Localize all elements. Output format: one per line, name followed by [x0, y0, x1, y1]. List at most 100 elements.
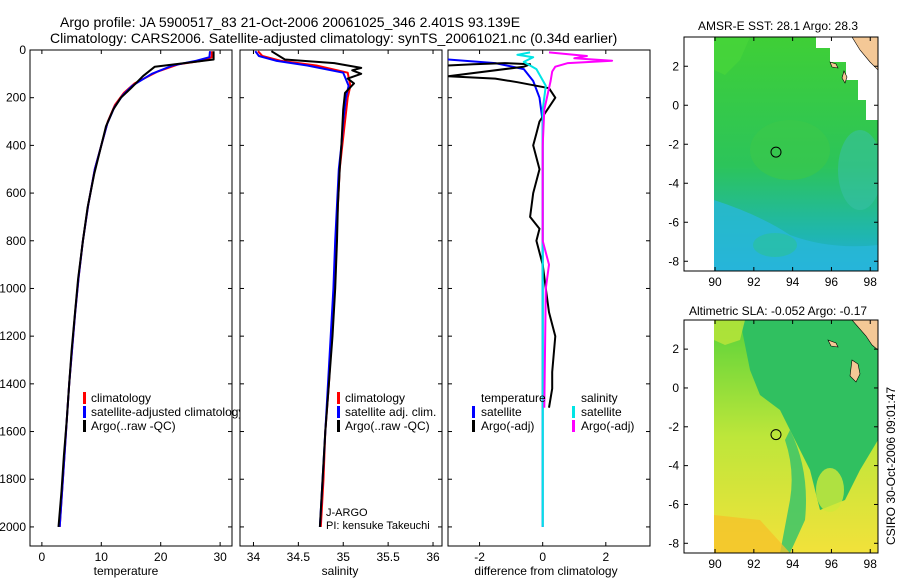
- map-y-tick-label: -2: [668, 137, 679, 151]
- map-x-tick-label: 94: [786, 557, 800, 571]
- difference-x-axis-ticks: -2 0 2: [474, 50, 609, 564]
- series-line: [448, 62, 557, 408]
- sla-low-tongue: [740, 320, 878, 510]
- program-annotation: J-ARGO: [326, 507, 368, 519]
- argo-float-marker: [770, 429, 782, 441]
- argo-float-marker: [770, 146, 782, 158]
- legend-label-temperature-satellite: satellite: [481, 405, 522, 419]
- difference-panel: -2 0 2 difference from climatology tempera…: [447, 49, 651, 578]
- sla-map-ticks: 90 92 94 96 98 2 0 -2 -4 -6 -8: [668, 320, 878, 571]
- temperature-panel: 0 200 400 600 800 1000 1200 1400 1600 1800 2000 0 1…: [0, 43, 244, 578]
- y-tick-label: 1200: [0, 329, 26, 343]
- island: [829, 61, 839, 69]
- series-line: [541, 51, 614, 408]
- salinity-panel: 34 34.5 35 35.5 36 salinity climatology sate…: [239, 49, 443, 578]
- side-credit-label: CSIRO 30-Oct-2006 09:01:47: [884, 387, 898, 545]
- sla-high-patch: [816, 468, 844, 512]
- map-y-tick-label: 0: [672, 381, 679, 395]
- map-x-tick-label: 96: [825, 557, 839, 571]
- sla-map-panel: Altimetric SLA: -0.052 Argo: -0.17 90 92 9…: [668, 304, 879, 571]
- sst-mid-patch: [750, 120, 830, 180]
- y-tick-label: 2000: [0, 520, 26, 534]
- x-tick-label: 36: [426, 550, 440, 564]
- legend-swatch-satellite-adjusted: [83, 406, 86, 418]
- legend-label-argo: Argo(..raw -QC): [91, 419, 176, 433]
- salinity-profile-lines: [254, 50, 363, 527]
- map-x-tick-label: 90: [708, 557, 722, 571]
- difference-x-axis-label: difference from climatology: [474, 564, 617, 578]
- sla-high-patch-south: [714, 515, 790, 553]
- legend-label-argo: Argo(..raw -QC): [345, 419, 430, 433]
- temperature-x-axis-ticks: 0 10 20 30: [39, 50, 227, 564]
- sst-map-field: [714, 37, 878, 271]
- sst-map-panel: AMSR-E SST: 28.1 Argo: 28.3 90 92 94 96 98 2 0…: [668, 19, 879, 289]
- island: [849, 359, 861, 383]
- legend-label-salinity-argo: Argo(-adj): [581, 419, 634, 433]
- sst-cool-patch-south: [714, 200, 878, 271]
- y-tick-label: 1800: [0, 472, 26, 486]
- sla-map-frame: [683, 319, 879, 554]
- figure-title-line2: Climatology: CARS2006. Satellite-adjuste…: [50, 30, 617, 46]
- difference-profile-lines: [448, 51, 614, 527]
- y-tick-label: 1400: [0, 377, 26, 391]
- map-y-tick-label: 0: [672, 98, 679, 112]
- salinity-plot-frame: [239, 49, 443, 547]
- map-x-tick-label: 92: [747, 275, 761, 289]
- legend-swatch-salinity-satellite: [572, 406, 575, 418]
- map-y-tick-label: 2: [672, 59, 679, 73]
- y-tick-label: 800: [6, 234, 26, 248]
- sla-map-title: Altimetric SLA: -0.052 Argo: -0.17: [689, 304, 867, 318]
- depth-axis-ticks: 0 200 400 600 800 1000 1200 1400 1600 1800 2000: [0, 43, 232, 534]
- legend-header-temperature: temperature: [481, 391, 546, 405]
- map-x-tick-label: 98: [864, 275, 878, 289]
- legend-swatch-argo: [337, 420, 340, 432]
- y-tick-label: 1600: [0, 425, 26, 439]
- map-x-tick-label: 98: [864, 557, 878, 571]
- map-y-tick-label: -6: [668, 215, 679, 229]
- x-tick-label: 30: [213, 550, 227, 564]
- sst-map-title: AMSR-E SST: 28.1 Argo: 28.3: [698, 19, 858, 33]
- x-tick-label: 20: [154, 550, 168, 564]
- sst-land-mask: [816, 37, 878, 120]
- map-y-tick-label: -4: [668, 459, 679, 473]
- x-tick-label: 34: [247, 550, 261, 564]
- sst-warm-patch: [714, 37, 750, 75]
- x-tick-label: 10: [95, 550, 109, 564]
- legend-swatch-temperature-satellite: [472, 406, 475, 418]
- legend-swatch-temperature-argo: [472, 420, 475, 432]
- legend-swatch-argo: [83, 420, 86, 432]
- x-tick-label: 34.5: [287, 550, 311, 564]
- temperature-profile-lines: [57, 51, 215, 527]
- legend-label-climatology: climatology: [91, 391, 151, 405]
- temperature-x-axis-label: temperature: [94, 564, 159, 578]
- map-x-tick-label: 96: [825, 275, 839, 289]
- temperature-legend: climatology satellite-adjusted climatolo…: [83, 391, 244, 433]
- x-tick-label: 0: [39, 550, 46, 564]
- difference-legend: temperature satellite Argo(-adj) salinit…: [472, 391, 634, 433]
- island: [827, 339, 839, 348]
- y-tick-label: 400: [6, 138, 26, 152]
- map-y-tick-label: -4: [668, 176, 679, 190]
- sla-map-field: [714, 320, 878, 553]
- y-tick-label: 0: [19, 43, 26, 57]
- map-y-tick-label: -8: [668, 254, 679, 268]
- legend-label-temperature-argo: Argo(-adj): [481, 419, 534, 433]
- sst-eddy: [753, 233, 797, 257]
- figure-title-line1: Argo profile: JA 5900517_83 21-Oct-2006 …: [60, 14, 520, 30]
- legend-swatch-salinity-argo: [572, 420, 575, 432]
- series-line: [270, 50, 363, 527]
- y-tick-label: 600: [6, 186, 26, 200]
- sst-map-frame: [683, 36, 879, 272]
- pi-annotation: PI: kensuke Takeuchi: [326, 520, 430, 532]
- salinity-legend: climatology satellite adj. clim. Argo(..…: [337, 391, 436, 433]
- legend-label-salinity-satellite: satellite: [581, 405, 622, 419]
- legend-swatch-climatology: [83, 392, 86, 404]
- map-x-tick-label: 92: [747, 557, 761, 571]
- map-y-tick-label: -8: [668, 536, 679, 550]
- legend-label-satellite-adjusted: satellite-adjusted climatology: [91, 405, 244, 419]
- sst-map-ticks: 90 92 94 96 98 2 0 -2 -4 -6 -8: [668, 37, 878, 289]
- island: [841, 70, 848, 84]
- difference-depth-ticks: [448, 49, 650, 528]
- salinity-x-axis-ticks: 34 34.5 35 35.5 36: [247, 50, 440, 564]
